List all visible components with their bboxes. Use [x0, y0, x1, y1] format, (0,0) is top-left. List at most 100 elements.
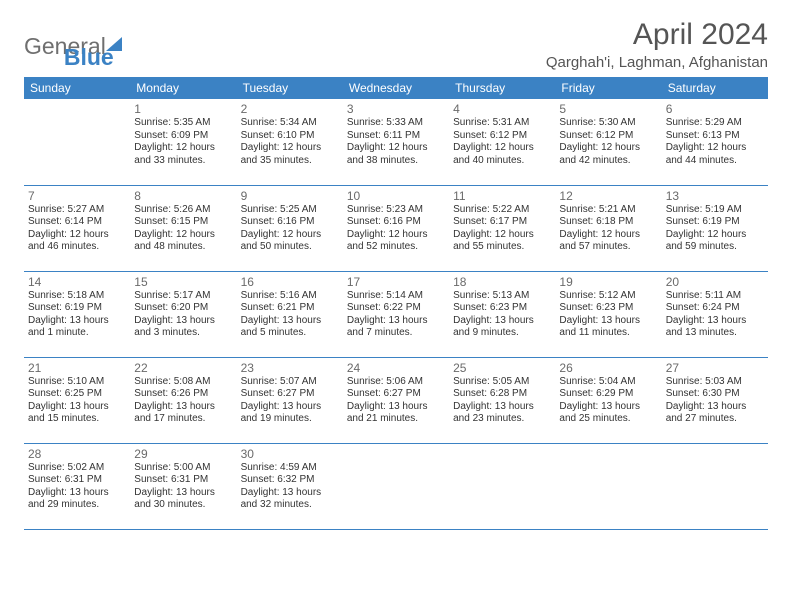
- cell-sunset: Sunset: 6:10 PM: [241, 130, 339, 143]
- cell-sunset: Sunset: 6:09 PM: [134, 130, 232, 143]
- cell-sunset: Sunset: 6:30 PM: [666, 388, 764, 401]
- day-number: 8: [134, 189, 232, 203]
- calendar-cell: 26Sunrise: 5:04 AMSunset: 6:29 PMDayligh…: [555, 357, 661, 443]
- cell-sunrise: Sunrise: 5:03 AM: [666, 376, 764, 389]
- cell-daylight2: and 1 minute.: [28, 327, 126, 340]
- calendar-cell: 24Sunrise: 5:06 AMSunset: 6:27 PMDayligh…: [343, 357, 449, 443]
- day-header: Thursday: [449, 77, 555, 99]
- cell-daylight2: and 46 minutes.: [28, 241, 126, 254]
- cell-sunrise: Sunrise: 5:35 AM: [134, 117, 232, 130]
- cell-sunrise: Sunrise: 5:25 AM: [241, 204, 339, 217]
- calendar-cell: 15Sunrise: 5:17 AMSunset: 6:20 PMDayligh…: [130, 271, 236, 357]
- cell-daylight2: and 29 minutes.: [28, 499, 126, 512]
- calendar-cell: 27Sunrise: 5:03 AMSunset: 6:30 PMDayligh…: [662, 357, 768, 443]
- day-number: 26: [559, 361, 657, 375]
- day-number: 12: [559, 189, 657, 203]
- cell-daylight2: and 7 minutes.: [347, 327, 445, 340]
- calendar-cell: 17Sunrise: 5:14 AMSunset: 6:22 PMDayligh…: [343, 271, 449, 357]
- cell-sunset: Sunset: 6:22 PM: [347, 302, 445, 315]
- cell-daylight1: Daylight: 12 hours: [28, 229, 126, 242]
- cell-sunset: Sunset: 6:26 PM: [134, 388, 232, 401]
- calendar-cell: 18Sunrise: 5:13 AMSunset: 6:23 PMDayligh…: [449, 271, 555, 357]
- cell-sunrise: Sunrise: 5:34 AM: [241, 117, 339, 130]
- cell-daylight1: Daylight: 12 hours: [666, 142, 764, 155]
- day-header: Friday: [555, 77, 661, 99]
- cell-sunset: Sunset: 6:21 PM: [241, 302, 339, 315]
- day-number: 1: [134, 102, 232, 116]
- cell-sunset: Sunset: 6:25 PM: [28, 388, 126, 401]
- calendar-row: 28Sunrise: 5:02 AMSunset: 6:31 PMDayligh…: [24, 443, 768, 529]
- cell-daylight1: Daylight: 13 hours: [347, 401, 445, 414]
- calendar-table: Sunday Monday Tuesday Wednesday Thursday…: [24, 77, 768, 530]
- cell-daylight2: and 17 minutes.: [134, 413, 232, 426]
- calendar-cell: 16Sunrise: 5:16 AMSunset: 6:21 PMDayligh…: [237, 271, 343, 357]
- calendar-cell: 23Sunrise: 5:07 AMSunset: 6:27 PMDayligh…: [237, 357, 343, 443]
- cell-daylight2: and 3 minutes.: [134, 327, 232, 340]
- cell-daylight1: Daylight: 13 hours: [134, 315, 232, 328]
- calendar-cell: [449, 443, 555, 529]
- cell-sunset: Sunset: 6:15 PM: [134, 216, 232, 229]
- cell-sunrise: Sunrise: 5:02 AM: [28, 462, 126, 475]
- cell-sunset: Sunset: 6:27 PM: [347, 388, 445, 401]
- calendar-cell: 8Sunrise: 5:26 AMSunset: 6:15 PMDaylight…: [130, 185, 236, 271]
- cell-sunrise: Sunrise: 5:12 AM: [559, 290, 657, 303]
- day-number: 27: [666, 361, 764, 375]
- cell-daylight2: and 42 minutes.: [559, 155, 657, 168]
- cell-daylight1: Daylight: 13 hours: [241, 401, 339, 414]
- cell-sunset: Sunset: 6:31 PM: [28, 474, 126, 487]
- cell-sunrise: Sunrise: 5:23 AM: [347, 204, 445, 217]
- day-number: 10: [347, 189, 445, 203]
- cell-daylight1: Daylight: 13 hours: [134, 401, 232, 414]
- cell-sunset: Sunset: 6:17 PM: [453, 216, 551, 229]
- day-number: 19: [559, 275, 657, 289]
- cell-daylight1: Daylight: 12 hours: [559, 229, 657, 242]
- cell-daylight1: Daylight: 12 hours: [453, 229, 551, 242]
- cell-sunrise: Sunrise: 5:29 AM: [666, 117, 764, 130]
- cell-sunrise: Sunrise: 5:05 AM: [453, 376, 551, 389]
- calendar-cell: 12Sunrise: 5:21 AMSunset: 6:18 PMDayligh…: [555, 185, 661, 271]
- day-number: 5: [559, 102, 657, 116]
- calendar-cell: 13Sunrise: 5:19 AMSunset: 6:19 PMDayligh…: [662, 185, 768, 271]
- cell-daylight1: Daylight: 12 hours: [134, 229, 232, 242]
- cell-sunrise: Sunrise: 5:31 AM: [453, 117, 551, 130]
- day-header: Saturday: [662, 77, 768, 99]
- cell-sunset: Sunset: 6:16 PM: [347, 216, 445, 229]
- cell-daylight2: and 15 minutes.: [28, 413, 126, 426]
- cell-sunrise: Sunrise: 5:06 AM: [347, 376, 445, 389]
- calendar-cell: 22Sunrise: 5:08 AMSunset: 6:26 PMDayligh…: [130, 357, 236, 443]
- cell-daylight2: and 27 minutes.: [666, 413, 764, 426]
- cell-daylight1: Daylight: 13 hours: [134, 487, 232, 500]
- cell-daylight1: Daylight: 13 hours: [347, 315, 445, 328]
- cell-sunrise: Sunrise: 5:11 AM: [666, 290, 764, 303]
- day-number: 15: [134, 275, 232, 289]
- cell-sunrise: Sunrise: 5:13 AM: [453, 290, 551, 303]
- cell-daylight1: Daylight: 12 hours: [241, 229, 339, 242]
- calendar-row: 21Sunrise: 5:10 AMSunset: 6:25 PMDayligh…: [24, 357, 768, 443]
- cell-daylight2: and 40 minutes.: [453, 155, 551, 168]
- calendar-cell: 11Sunrise: 5:22 AMSunset: 6:17 PMDayligh…: [449, 185, 555, 271]
- cell-sunset: Sunset: 6:23 PM: [559, 302, 657, 315]
- calendar-cell: 20Sunrise: 5:11 AMSunset: 6:24 PMDayligh…: [662, 271, 768, 357]
- calendar-cell: 1Sunrise: 5:35 AMSunset: 6:09 PMDaylight…: [130, 99, 236, 185]
- cell-sunset: Sunset: 6:12 PM: [453, 130, 551, 143]
- day-number: 21: [28, 361, 126, 375]
- cell-daylight1: Daylight: 12 hours: [347, 142, 445, 155]
- cell-sunset: Sunset: 6:29 PM: [559, 388, 657, 401]
- calendar-row: 1Sunrise: 5:35 AMSunset: 6:09 PMDaylight…: [24, 99, 768, 185]
- cell-daylight1: Daylight: 12 hours: [347, 229, 445, 242]
- cell-daylight2: and 55 minutes.: [453, 241, 551, 254]
- calendar-cell: 25Sunrise: 5:05 AMSunset: 6:28 PMDayligh…: [449, 357, 555, 443]
- cell-daylight1: Daylight: 13 hours: [241, 315, 339, 328]
- cell-daylight1: Daylight: 12 hours: [453, 142, 551, 155]
- cell-sunset: Sunset: 6:12 PM: [559, 130, 657, 143]
- calendar-cell: 21Sunrise: 5:10 AMSunset: 6:25 PMDayligh…: [24, 357, 130, 443]
- cell-sunrise: Sunrise: 5:08 AM: [134, 376, 232, 389]
- day-number: 23: [241, 361, 339, 375]
- cell-sunrise: Sunrise: 5:22 AM: [453, 204, 551, 217]
- cell-daylight1: Daylight: 12 hours: [134, 142, 232, 155]
- day-number: 29: [134, 447, 232, 461]
- cell-sunset: Sunset: 6:13 PM: [666, 130, 764, 143]
- cell-daylight2: and 11 minutes.: [559, 327, 657, 340]
- calendar-row: 14Sunrise: 5:18 AMSunset: 6:19 PMDayligh…: [24, 271, 768, 357]
- cell-sunset: Sunset: 6:16 PM: [241, 216, 339, 229]
